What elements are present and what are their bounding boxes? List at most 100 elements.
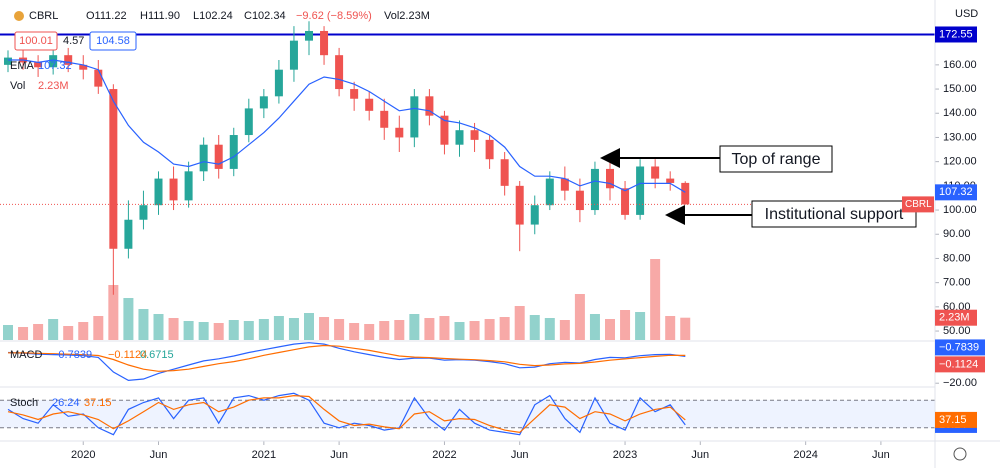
candle-body [350,89,359,99]
volume-bar [409,314,420,340]
annotation-text: Institutional support [765,206,904,223]
header-volume: Vol2.23M [384,10,430,22]
candle-body [560,178,569,191]
candle-body [621,188,630,215]
candle-body [485,139,494,160]
annotation-box [719,145,833,173]
candle-body [425,96,434,116]
volume-bar [93,316,104,340]
volume-bar [349,323,360,340]
volume-bar [484,319,495,340]
y-tick-label: 160.00 [943,59,977,71]
volume-bar [620,310,631,340]
candle-body [666,178,675,183]
macd-label: −0.7839 [939,341,979,353]
candle-body [320,30,329,56]
volume-bar [304,313,314,340]
arrow-head [600,148,620,168]
volume-bar [228,320,239,340]
volume-bar [680,317,691,340]
macd-readout: −0.7839 [52,349,92,361]
macd-name: MACD [10,349,42,361]
x-tick-label: 2021 [252,449,276,461]
spread: 4.57 [63,35,84,47]
legend: CBRL O111.22 H111.90 L102.24 C102.34 −9.… [10,10,430,409]
ask: 104.58 [96,35,130,47]
candle-body [214,144,223,169]
candle-body [184,171,193,201]
hline-label: 172.55 [939,28,973,40]
header-open: O111.22 [86,10,127,22]
price-tag [935,184,977,201]
candle-body [590,168,599,211]
symbol-icon [14,11,24,21]
candle-body [530,205,539,225]
volume-bar [18,327,29,340]
candle-body [244,108,253,136]
volume-bar [469,321,480,340]
price-tag [935,411,977,428]
volume-bar [243,321,254,340]
ask-box [89,31,137,51]
volume-bar [394,320,405,340]
candle-body [365,98,374,111]
candle-body [395,127,404,138]
candle-body [470,130,479,140]
candle-body [289,40,298,70]
macd-line [7,342,686,382]
y-tick-label: 70.00 [943,277,971,289]
candle-body [274,69,283,97]
ema-line [8,59,686,193]
volume-bar [273,316,284,340]
volume-bar [198,322,209,340]
price-tag [935,26,977,43]
volume-bar [514,306,525,340]
ema-label: 107.32 [939,186,973,198]
volume-bar [48,319,59,340]
candle-body [380,110,389,128]
candle-body [259,96,268,109]
candle-body [109,89,118,249]
candle-body [410,96,419,138]
volume-bar [319,317,330,340]
candle-body [49,55,58,68]
candle-body [154,178,163,206]
stoch-label: 37.15 [939,414,967,426]
header-high: H111.90 [140,10,180,22]
y-tick-label: 120.00 [943,156,977,168]
x-tick-label: Jun [150,449,168,461]
candle-body [305,30,313,41]
x-tick-label: 2022 [432,449,456,461]
volume-bar [559,320,570,340]
candle-body [34,62,43,68]
candle-body [440,115,449,145]
settings-button[interactable] [953,447,967,461]
macd-label: −0.1124 [939,358,978,370]
candle-body [199,144,208,172]
symbol: CBRL [29,10,58,22]
y-tick-label: 130.00 [943,131,977,143]
bid: 100.01 [19,35,53,47]
candle-body [124,219,133,249]
volume-bar [424,318,435,340]
candle-body [335,55,344,90]
volume-bar [153,314,164,340]
volume-bar [544,318,555,340]
volume-bar [499,317,510,340]
y-tick-label: 80.00 [943,252,971,264]
header-change: −9.62 (−8.59%) [296,10,372,22]
symbol-tag-label: CBRL [905,199,932,210]
volume-bar [605,319,615,340]
arrow-head [665,205,685,225]
y-tick-label: −20.00 [943,377,977,389]
macd-line [7,344,686,372]
candle-body [169,178,178,201]
volume-label: 2.23M [939,312,970,324]
volume-bar [379,321,390,340]
plot [0,21,939,445]
candle-body [681,182,690,205]
price-tag [935,356,985,373]
volume-bar [439,316,450,340]
